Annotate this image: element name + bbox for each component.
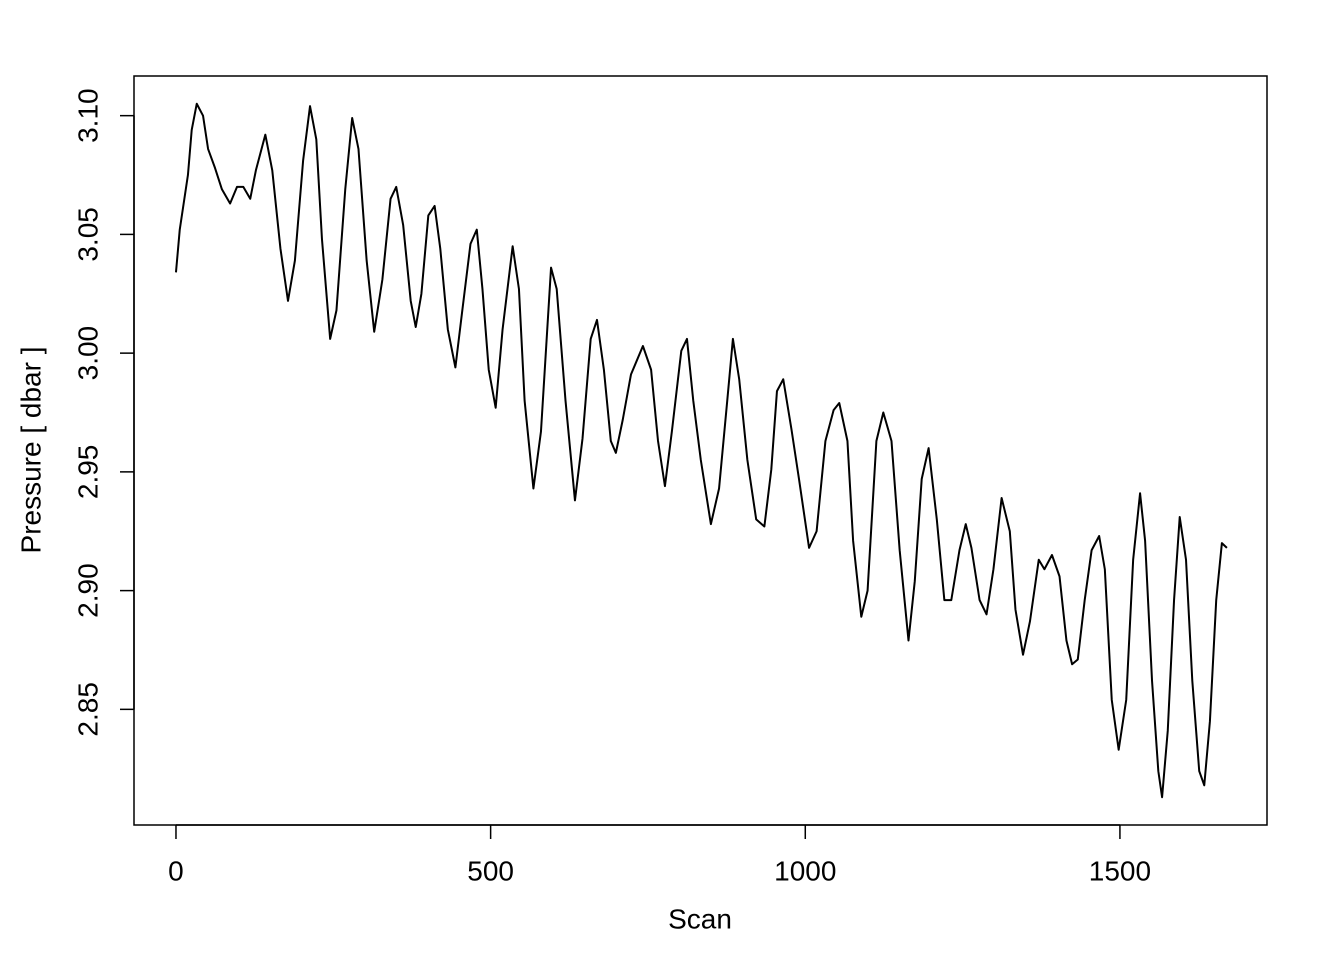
y-tick-label: 2.95 xyxy=(72,445,103,500)
y-axis-title: Pressure [ dbar ] xyxy=(15,347,46,554)
data-line xyxy=(174,102,1228,799)
y-tick-label: 3.10 xyxy=(72,88,103,143)
y-tick-label: 2.85 xyxy=(72,682,103,737)
y-tick-label: 2.90 xyxy=(72,563,103,618)
x-tick-label: 0 xyxy=(168,855,184,886)
x-axis-title: Scan xyxy=(668,903,732,934)
x-tick-label: 500 xyxy=(467,855,514,886)
x-tick-label: 1000 xyxy=(774,855,836,886)
y-tick-label: 3.05 xyxy=(72,207,103,262)
y-tick-label: 3.00 xyxy=(72,326,103,381)
x-tick-label: 1500 xyxy=(1089,855,1151,886)
